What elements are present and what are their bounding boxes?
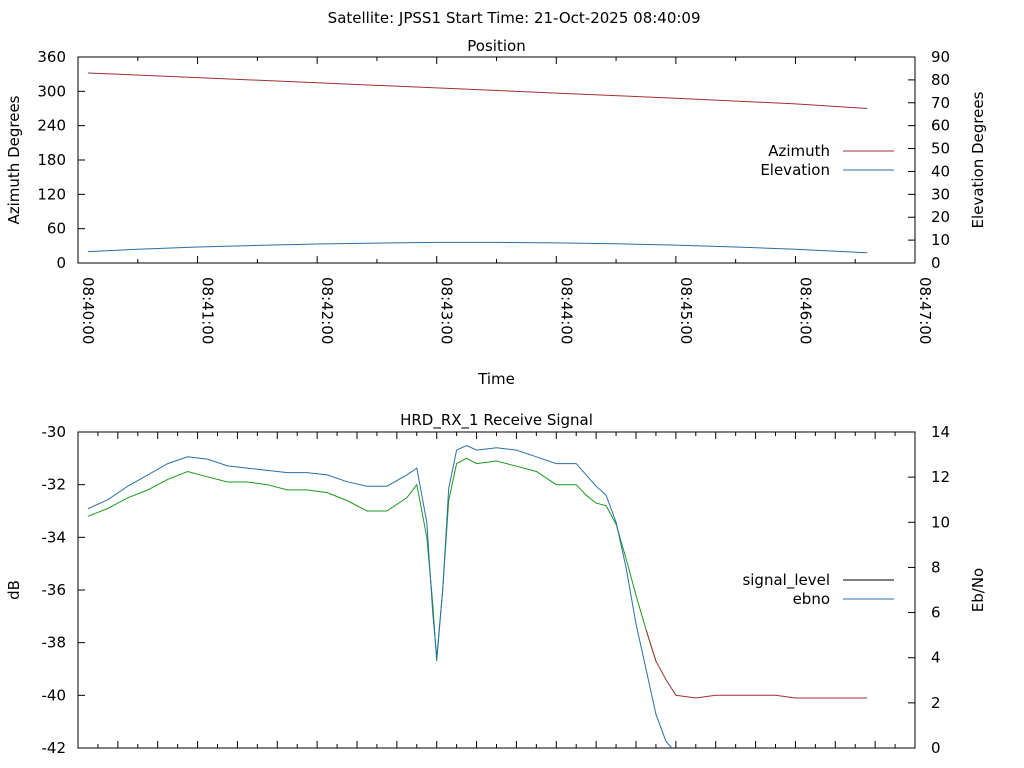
y2-tick-label: 30	[931, 185, 950, 203]
x-tick-label: 08:43:00	[438, 277, 456, 344]
y2-tick-label: 12	[931, 468, 950, 486]
plot-frame	[77, 56, 916, 264]
y-tick-label: -42	[42, 739, 67, 757]
y-tick-label: -34	[42, 528, 67, 546]
y-tick-label: 300	[37, 82, 66, 100]
y2-tick-label: 70	[931, 94, 950, 112]
y-axis-label: Azimuth Degrees	[5, 95, 23, 224]
header-start-time: Start Time: 21-Oct-2025 08:40:09	[446, 9, 701, 27]
series-line-azimuth	[87, 72, 868, 109]
series-line-signal-level	[87, 457, 657, 662]
legend-label-ebno: ebno	[793, 590, 830, 608]
header-satellite: Satellite: JPSS1	[328, 9, 441, 27]
y-tick-label: -36	[42, 581, 67, 599]
y2-tick-label: 2	[931, 694, 941, 712]
y-tick-label: 360	[37, 48, 66, 66]
y-tick-label: -30	[42, 423, 67, 441]
series-line-ebno	[87, 444, 673, 748]
chart-title: Position	[467, 37, 525, 55]
x-tick-label: 08:44:00	[557, 277, 575, 344]
legend-label-azimuth: Azimuth	[768, 142, 830, 160]
series-line-signal-level-low	[645, 629, 868, 699]
y-tick-label: 0	[56, 254, 66, 272]
y2-tick-label: 8	[931, 558, 941, 576]
y2-tick-label: 6	[931, 604, 941, 622]
y2-axis-label: Elevation Degrees	[969, 91, 987, 228]
y2-tick-label: 60	[931, 117, 950, 135]
x-axis-label: Time	[477, 370, 515, 388]
y-tick-label: 240	[37, 117, 66, 135]
x-tick-label: 08:41:00	[199, 277, 217, 344]
legend-label-elevation: Elevation	[760, 161, 830, 179]
y2-tick-label: 0	[931, 739, 941, 757]
y-tick-label: -32	[42, 476, 67, 494]
receive-signal-chart: HRD_RX_1 Receive Signal -30 -32 -34 -36 -38 -4…	[5, 411, 987, 757]
y-tick-label: 180	[37, 151, 66, 169]
plot-frame	[77, 431, 916, 749]
y2-tick-label: 0	[931, 254, 941, 272]
y-tick-label: -40	[42, 686, 67, 704]
y2-tick-label: 40	[931, 162, 950, 180]
x-tick-label: 08:42:00	[318, 277, 336, 344]
y2-tick-label: 10	[931, 231, 950, 249]
y-axis-label: dB	[5, 580, 23, 600]
position-chart: Position 0 60 120 180 240 300 360 0 10 20 30 40 50 60 7…	[5, 37, 987, 388]
y-tick-label: 120	[37, 185, 66, 203]
x-tick-label: 08:47:00	[916, 277, 934, 344]
y2-tick-label: 20	[931, 208, 950, 226]
y2-tick-label: 80	[931, 71, 950, 89]
x-tick-label: 08:40:00	[79, 277, 97, 344]
legend-label-signal-level: signal_level	[742, 571, 830, 590]
y2-tick-label: 14	[931, 423, 950, 441]
x-tick-label: 08:46:00	[796, 277, 814, 344]
y2-tick-label: 50	[931, 140, 950, 158]
chart-title: HRD_RX_1 Receive Signal	[400, 411, 593, 430]
y-tick-label: -38	[42, 634, 67, 652]
y-tick-label: 60	[47, 220, 66, 238]
y2-tick-label: 10	[931, 513, 950, 531]
series-line-elevation	[87, 241, 868, 254]
y2-axis-label: Eb/No	[969, 568, 987, 612]
y2-tick-label: 90	[931, 48, 950, 66]
y2-tick-label: 4	[931, 649, 941, 667]
x-tick-label: 08:45:00	[677, 277, 695, 344]
